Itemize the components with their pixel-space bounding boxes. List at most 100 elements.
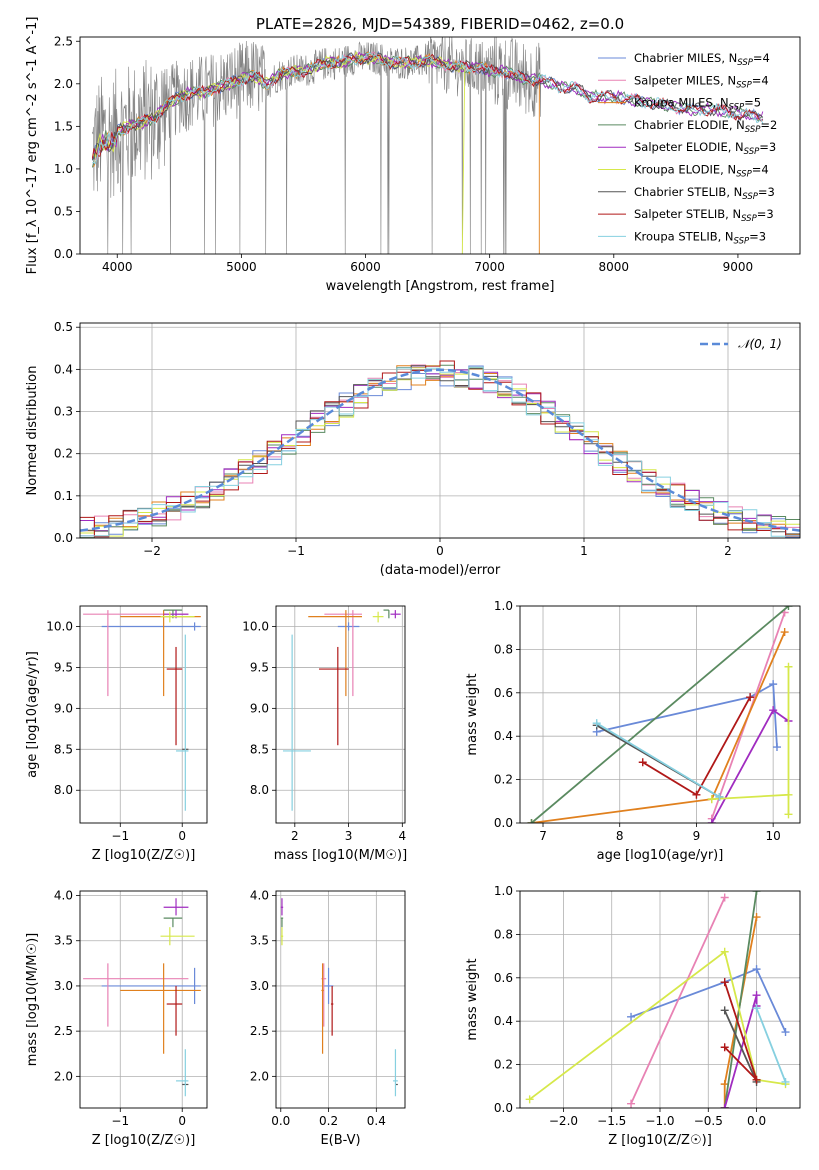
y-tick-label: 8.0 bbox=[250, 783, 269, 797]
population-marker bbox=[752, 965, 761, 974]
legend-entry: Salpeter MILES, NSSP=4 bbox=[634, 73, 769, 90]
population-weight-line bbox=[711, 708, 790, 823]
population-weight-line bbox=[711, 666, 790, 815]
population-marker bbox=[720, 893, 729, 902]
x-axis-label: mass [log10(M/M☉)] bbox=[274, 848, 407, 863]
normal-distribution-curve bbox=[80, 368, 800, 532]
legend-value: =2 bbox=[760, 118, 777, 132]
y-tick-label: 3.0 bbox=[54, 979, 73, 993]
population-marker bbox=[720, 1104, 729, 1108]
y-tick-label: 1.0 bbox=[494, 599, 513, 613]
axes-frame bbox=[519, 605, 801, 824]
population-marker bbox=[720, 947, 729, 956]
y-axis-label: Normed distribution bbox=[25, 366, 40, 496]
legend-value: =4 bbox=[752, 73, 769, 87]
x-tick-label: 0 bbox=[178, 1114, 186, 1128]
y-tick-label: 0.5 bbox=[54, 320, 73, 334]
x-tick-label: −1 bbox=[111, 1114, 129, 1128]
x-tick-label: 7 bbox=[539, 829, 547, 843]
y-tick-label: 0.4 bbox=[54, 362, 73, 376]
x-tick-label: 4 bbox=[398, 829, 406, 843]
legend-subscript: SSP bbox=[742, 192, 758, 202]
x-tick-label: 1 bbox=[580, 544, 588, 558]
x-axis-label: Z [log10(Z/Z☉)] bbox=[608, 1133, 712, 1148]
y-tick-label: 9.5 bbox=[54, 660, 73, 674]
x-tick-label: −1 bbox=[111, 829, 129, 843]
y-tick-label: 2.5 bbox=[250, 1024, 269, 1038]
x-tick-label: 6000 bbox=[350, 260, 381, 274]
population-marker bbox=[638, 758, 647, 767]
y-tick-label: 3.0 bbox=[250, 979, 269, 993]
x-axis-label: (data-model)/error bbox=[380, 563, 501, 578]
legend-subscript: SSP bbox=[737, 58, 753, 68]
y-tick-label: 0.2 bbox=[54, 447, 73, 461]
x-tick-label: 7000 bbox=[474, 260, 505, 274]
legend-subscript: SSP bbox=[745, 125, 761, 135]
population-marker bbox=[752, 913, 761, 922]
x-tick-label: −2 bbox=[143, 544, 161, 558]
y-tick-label: 9.0 bbox=[54, 701, 73, 715]
x-axis-label: Z [log10(Z/Z☉)] bbox=[92, 1133, 196, 1148]
figure-title: PLATE=2826, MJD=54389, FIBERID=0462, z=0… bbox=[256, 15, 624, 33]
y-tick-label: 3.5 bbox=[250, 934, 269, 948]
population-marker bbox=[780, 628, 789, 637]
x-tick-label: 0.4 bbox=[367, 1114, 386, 1128]
population-weight-line bbox=[529, 950, 786, 1101]
age-vs-metallicity-panel: −1 0 8.0 8.5 9.0 9.5 10.0 Z [log10(Z/Z☉)] age [l… bbox=[25, 605, 208, 863]
y-tick-label: 0.1 bbox=[54, 489, 73, 503]
legend-entry: Kroupa ELODIE, NSSP=4 bbox=[634, 163, 769, 180]
y-tick-label: 1.0 bbox=[54, 162, 73, 176]
mass-vs-metallicity-panel: −1 0 2.0 2.5 3.0 3.5 4.0 Z [log10(Z/Z☉)] mass [l… bbox=[25, 889, 208, 1148]
population-marker bbox=[715, 792, 724, 801]
y-tick-label: 10.0 bbox=[242, 619, 269, 633]
residuals-panel: −2 −1 0 1 2 0.0 0.1 0.2 0.3 0.4 0.5 (data-model)/er… bbox=[25, 320, 801, 578]
population-marker bbox=[781, 1077, 790, 1086]
legend-value: =3 bbox=[757, 207, 774, 221]
y-tick-label: 1.5 bbox=[54, 119, 73, 133]
plot-area bbox=[525, 891, 790, 1108]
x-tick-label: 0 bbox=[436, 544, 444, 558]
x-tick-label: 0.0 bbox=[271, 1114, 290, 1128]
legend-subscript: SSP bbox=[744, 147, 760, 157]
y-tick-label: 8.5 bbox=[250, 742, 269, 756]
y-tick-label: 10.0 bbox=[46, 619, 73, 633]
legend-subscript: SSP bbox=[734, 236, 750, 246]
legend-value: =3 bbox=[758, 185, 775, 199]
y-tick-label: 0.3 bbox=[54, 405, 73, 419]
population-marker bbox=[720, 978, 729, 987]
population-marker bbox=[772, 743, 781, 752]
population-weight-line bbox=[630, 897, 726, 1105]
age-vs-mass-panel: 2 3 4 8.0 8.5 9.0 9.5 10.0 mass [log10(M/M☉)] bbox=[242, 605, 407, 863]
x-axis-label: wavelength [Angstrom, rest frame] bbox=[326, 279, 555, 294]
x-tick-label: 0.2 bbox=[319, 1114, 338, 1128]
y-tick-label: 0.0 bbox=[494, 1101, 513, 1115]
y-tick-label: 8.0 bbox=[54, 783, 73, 797]
y-tick-label: 2.0 bbox=[250, 1069, 269, 1083]
y-axis-label: mass [log10(M/M☉)] bbox=[25, 933, 40, 1066]
x-axis-label: Z [log10(Z/Z☉)] bbox=[92, 848, 196, 863]
residual-histogram bbox=[80, 366, 800, 538]
population-marker bbox=[752, 991, 761, 1000]
x-tick-label: 3 bbox=[345, 829, 353, 843]
y-tick-label: 9.5 bbox=[250, 660, 269, 674]
x-tick-label: 8 bbox=[616, 829, 624, 843]
population-marker bbox=[781, 1028, 790, 1037]
legend-subscript: SSP bbox=[741, 214, 757, 224]
population-marker bbox=[720, 1043, 729, 1052]
model-spectrum-line bbox=[92, 50, 466, 254]
spectrum-legend: Chabrier MILES, NSSP=4 Salpeter MILES, NS… bbox=[598, 51, 777, 246]
y-tick-label: 1.0 bbox=[494, 884, 513, 898]
population-marker bbox=[784, 790, 793, 799]
y-tick-label: 9.0 bbox=[250, 701, 269, 715]
x-tick-label: −1 bbox=[287, 544, 305, 558]
population-marker bbox=[707, 819, 716, 823]
population-marker bbox=[720, 1006, 729, 1015]
y-tick-label: 0.8 bbox=[494, 927, 513, 941]
y-tick-label: 0.5 bbox=[54, 204, 73, 218]
legend-entry: Kroupa STELIB, NSSP=3 bbox=[634, 229, 766, 246]
y-tick-label: 0.4 bbox=[494, 1014, 513, 1028]
population-weight-line bbox=[755, 1007, 787, 1083]
y-tick-label: 0.2 bbox=[494, 1058, 513, 1072]
y-tick-label: 0.4 bbox=[494, 729, 513, 743]
